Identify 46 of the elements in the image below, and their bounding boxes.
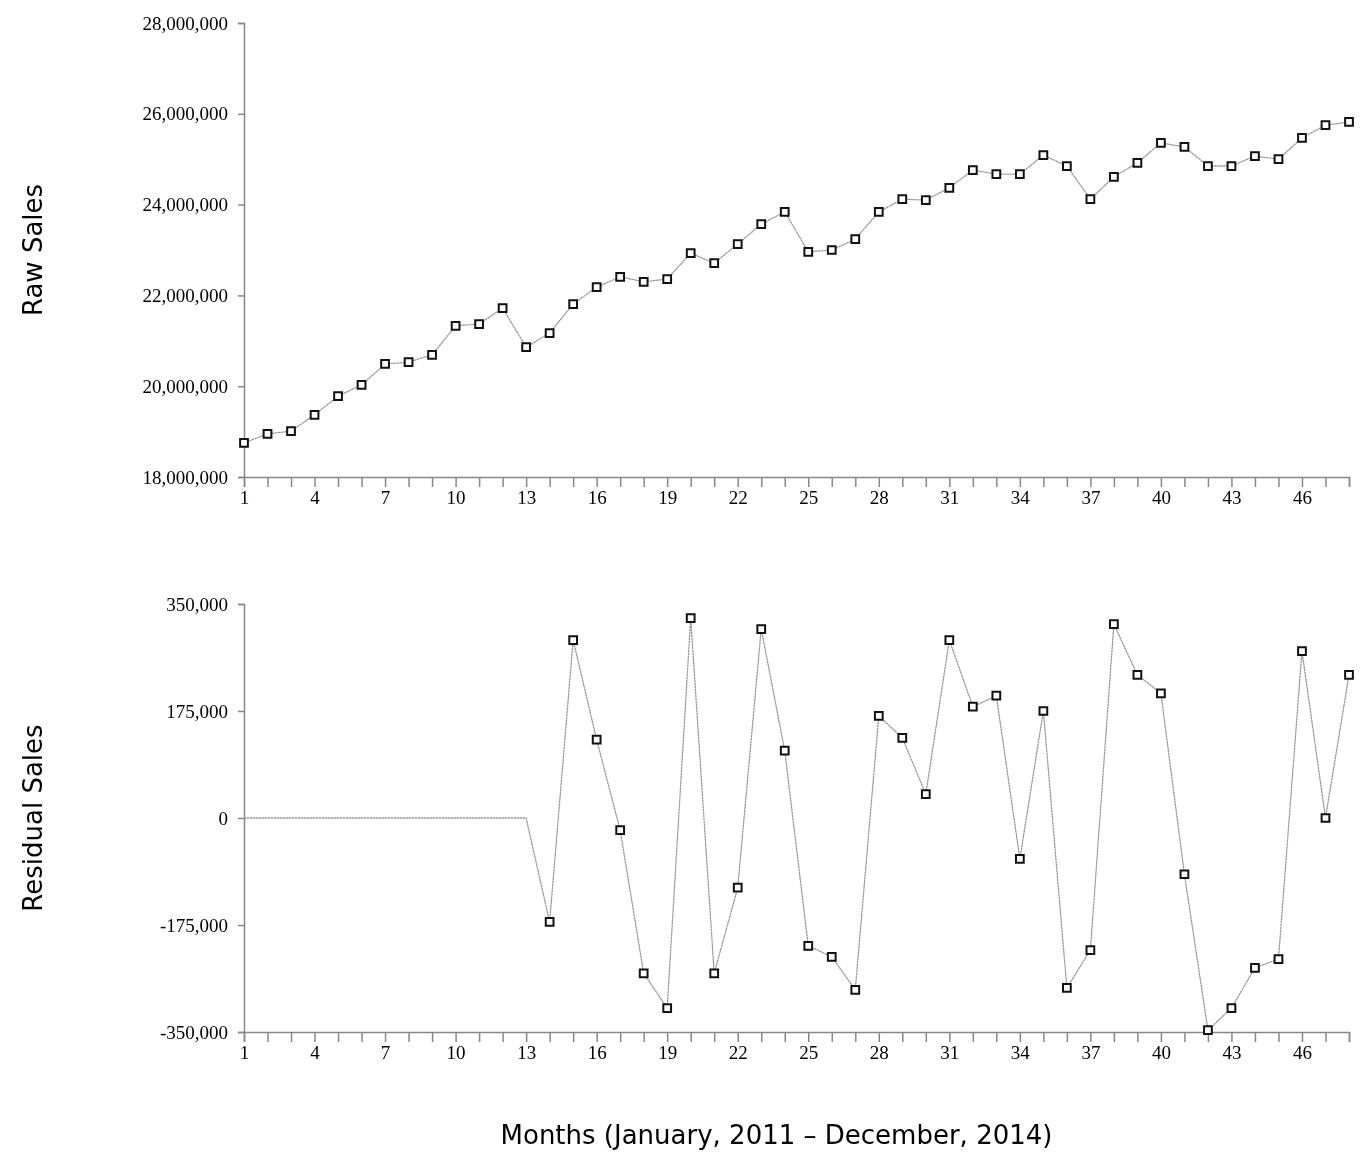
y-axis-title: Raw Sales	[18, 183, 48, 317]
x-tick-label: 25	[799, 1042, 819, 1064]
y-tick-label: 350,000	[166, 593, 228, 615]
x-tick-label: 34	[1010, 487, 1031, 509]
y-tick-label: 22,000,000	[142, 284, 228, 306]
x-tick-label: 46	[1292, 1042, 1312, 1064]
x-tick-label: 37	[1081, 487, 1101, 509]
x-tick-label: 31	[940, 1042, 960, 1064]
x-tick-label: 34	[1010, 1042, 1031, 1064]
x-tick-label: 19	[658, 1042, 678, 1064]
y-axis-title: Residual Sales	[18, 724, 48, 912]
x-tick-label: 16	[587, 1042, 607, 1064]
x-tick-label: 4	[310, 487, 321, 509]
x-tick-label: 7	[380, 1042, 391, 1064]
x-tick-label: 31	[940, 487, 960, 509]
x-tick-label: 10	[446, 1042, 466, 1064]
x-tick-label: 28	[869, 487, 889, 509]
x-tick-label: 40	[1151, 1042, 1171, 1064]
y-tick-label: -350,000	[159, 1021, 228, 1043]
x-tick-label: 37	[1081, 1042, 1101, 1064]
x-tick-label: 13	[517, 1042, 537, 1064]
y-tick-label: 18,000,000	[142, 466, 228, 488]
x-tick-label: 43	[1222, 487, 1242, 509]
x-tick-label: 28	[869, 1042, 889, 1064]
x-tick-label: 22	[728, 1042, 748, 1064]
y-tick-label: 0	[218, 807, 228, 829]
x-tick-label: 19	[658, 487, 678, 509]
y-tick-label: 26,000,000	[142, 103, 228, 125]
x-tick-label: 40	[1151, 487, 1171, 509]
x-tick-label: 4	[310, 1042, 321, 1064]
x-tick-label: 16	[587, 487, 607, 509]
x-tick-label: 25	[799, 487, 819, 509]
x-tick-label: 46	[1292, 487, 1312, 509]
y-tick-label: 24,000,000	[142, 194, 228, 216]
y-tick-label: 28,000,000	[142, 12, 228, 34]
x-tick-label: 13	[517, 487, 537, 509]
y-tick-label: -175,000	[159, 914, 228, 936]
x-tick-label: 1	[239, 487, 250, 509]
x-tick-label: 10	[446, 487, 466, 509]
x-tick-label: 1	[239, 1042, 250, 1064]
x-tick-label: 7	[380, 487, 391, 509]
x-tick-label: 43	[1222, 1042, 1242, 1064]
x-axis-title: Months (January, 2011 – December, 2014)	[500, 1120, 1053, 1150]
y-tick-label: 175,000	[166, 700, 228, 722]
y-tick-label: 20,000,000	[142, 375, 228, 397]
x-tick-label: 22	[728, 487, 748, 509]
